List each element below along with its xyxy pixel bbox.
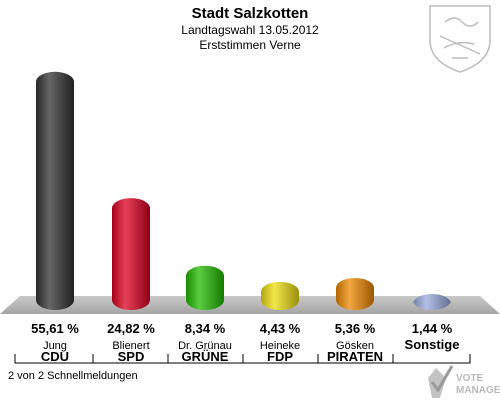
candidate-label-spd: Blienert <box>112 340 149 352</box>
bars-group <box>36 71 451 310</box>
bar-fdp <box>261 281 299 310</box>
value-label-spd: 24,82 % <box>107 321 155 336</box>
bar-cdu <box>36 71 74 310</box>
party-label-piraten: PIRATEN <box>327 349 383 364</box>
party-label-gruene: GRÜNE <box>182 349 229 364</box>
logo-text-manager: MANAGER <box>456 385 500 396</box>
vote-manager-logo: VOTE MANAGER <box>428 365 500 398</box>
chart-subtitle: Landtagswahl 13.05.2012 <box>181 23 319 37</box>
value-label-fdp: 4,43 % <box>260 321 301 336</box>
value-label-sonstige: 1,44 % <box>412 321 453 336</box>
value-label-cdu: 55,61 % <box>31 321 79 336</box>
value-labels: 55,61 % 24,82 % 8,34 % 4,43 % 5,36 % 1,4… <box>31 321 453 336</box>
value-label-piraten: 5,36 % <box>335 321 376 336</box>
footer-status: 2 von 2 Schnellmeldungen <box>8 370 138 382</box>
party-separators <box>14 354 471 364</box>
bar-piraten <box>336 278 374 310</box>
party-label-sonstige: Sonstige <box>405 337 460 352</box>
candidate-label-cdu: Jung <box>43 340 67 352</box>
bar-spd <box>112 198 150 310</box>
party-labels: CDU SPD GRÜNE FDP PIRATEN Sonstige <box>41 337 460 364</box>
party-label-cdu: CDU <box>41 349 69 364</box>
candidate-labels: Jung Blienert Dr. Grünau Heineke Gösken <box>43 340 374 352</box>
bar-sonstige <box>413 294 451 310</box>
candidate-label-fdp: Heineke <box>260 340 300 352</box>
chart-title: Stadt Salzkotten <box>192 5 309 22</box>
bar-gruene <box>186 265 224 310</box>
candidate-label-piraten: Gösken <box>336 340 374 352</box>
logo-text-vote: VOTE <box>456 373 484 384</box>
checkmark-icon <box>428 365 454 398</box>
candidate-label-gruene: Dr. Grünau <box>178 340 232 352</box>
chart-subtitle-2: Erststimmen Verne <box>199 38 301 52</box>
value-label-gruene: 8,34 % <box>185 321 226 336</box>
party-label-fdp: FDP <box>267 349 293 364</box>
coat-of-arms-icon <box>429 5 491 73</box>
party-label-spd: SPD <box>118 349 145 364</box>
